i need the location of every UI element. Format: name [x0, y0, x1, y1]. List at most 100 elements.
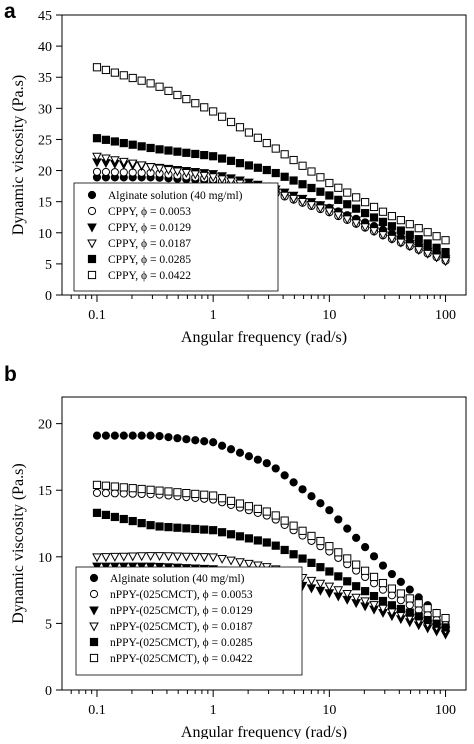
- data-point: [226, 556, 236, 566]
- data-point: [352, 582, 361, 591]
- data-point: [137, 484, 146, 494]
- data-point: [173, 488, 182, 497]
- data-point: [253, 455, 262, 464]
- data-point: [387, 584, 397, 593]
- x-tick-label: 100: [435, 703, 456, 718]
- data-point: [110, 168, 119, 177]
- data-point: [369, 213, 379, 222]
- data-point: [226, 117, 236, 127]
- series-5: [92, 134, 450, 257]
- data-point: [118, 552, 129, 562]
- data-point: [298, 161, 307, 170]
- y-tick-label: 0: [45, 684, 52, 699]
- data-point: [432, 243, 441, 252]
- y-tick-label: 15: [38, 196, 52, 211]
- data-point: [289, 176, 298, 185]
- data-point: [423, 228, 432, 237]
- series-4: [92, 152, 451, 267]
- data-point: [244, 502, 254, 511]
- data-point: [441, 247, 450, 257]
- data-point: [119, 71, 128, 80]
- data-point: [155, 145, 164, 154]
- data-point: [387, 569, 397, 579]
- data-point: [405, 600, 414, 610]
- data-point: [342, 589, 353, 599]
- data-point: [244, 161, 254, 170]
- data-point: [351, 593, 362, 603]
- data-point: [396, 577, 405, 586]
- data-point: [307, 531, 316, 541]
- data-point: [253, 536, 262, 545]
- data-point: [155, 486, 164, 495]
- data-point: [361, 587, 370, 596]
- data-point: [155, 522, 164, 531]
- data-point: [262, 459, 271, 468]
- data-point: [101, 431, 111, 440]
- data-point: [253, 561, 263, 571]
- data-point: [360, 223, 370, 233]
- data-point: [289, 478, 298, 487]
- data-point: [315, 204, 326, 214]
- data-point: [378, 217, 388, 226]
- data-point: [396, 596, 405, 605]
- data-point: [191, 99, 200, 108]
- y-tick-label: 30: [38, 102, 52, 117]
- data-point: [306, 584, 317, 594]
- data-point: [101, 135, 111, 144]
- data-point: [173, 523, 182, 532]
- data-point: [280, 471, 289, 480]
- data-point: [217, 554, 227, 564]
- legend-entry: nPPY-(025CMCT), ϕ = 0.0187: [110, 621, 253, 633]
- x-axis-label: Angular frequency (rad/s): [181, 724, 347, 739]
- data-point: [334, 183, 343, 192]
- data-point: [333, 586, 344, 596]
- data-point: [101, 488, 111, 498]
- data-point: [325, 506, 334, 515]
- data-point: [190, 170, 201, 180]
- data-point: [343, 188, 352, 197]
- data-point: [218, 494, 227, 503]
- data-point: [262, 507, 271, 516]
- data-point: [164, 433, 173, 442]
- data-point: [145, 552, 156, 562]
- data-point: [101, 167, 111, 177]
- data-point: [101, 553, 111, 563]
- data-point: [199, 553, 210, 563]
- data-point: [136, 161, 147, 171]
- legend-entry: Alginate solution (40 mg/ml): [108, 190, 243, 202]
- legend-entry: nPPY-(025CMCT), ϕ = 0.0422: [110, 653, 253, 665]
- y-tick-label: 35: [38, 71, 52, 86]
- data-point: [218, 112, 227, 121]
- data-point: [164, 523, 173, 532]
- data-point: [298, 526, 307, 535]
- data-point: [432, 232, 441, 241]
- data-point: [226, 156, 236, 165]
- data-point: [235, 558, 245, 568]
- legend-entry: Alginate solution (40 mg/ml): [110, 573, 245, 585]
- data-point: [387, 234, 397, 244]
- data-point: [208, 173, 219, 183]
- data-point: [145, 163, 156, 173]
- data-point: [217, 175, 227, 185]
- data-point: [101, 481, 111, 490]
- data-point: [164, 86, 173, 95]
- legend-entry: nPPY-(025CMCT), ϕ = 0.0053: [110, 589, 253, 601]
- data-point: [128, 140, 137, 149]
- data-point: [360, 597, 370, 607]
- data-point: [163, 166, 174, 176]
- legend-marker: [87, 239, 97, 249]
- data-point: [396, 226, 405, 235]
- data-point: [405, 608, 414, 617]
- data-point: [369, 572, 379, 582]
- panel-a: a 0 5 10 15 20 25 30 35 40 45 0.1 1 10 100 Angular freq…: [4, 0, 467, 346]
- plot-frame: [61, 396, 467, 691]
- legend-marker: [87, 190, 97, 200]
- data-point: [351, 219, 362, 229]
- data-point: [110, 431, 119, 440]
- data-point: [271, 541, 280, 550]
- x-tick-label: 1: [210, 308, 217, 323]
- y-tick-label: 10: [38, 551, 52, 566]
- data-point: [209, 491, 218, 500]
- data-point: [361, 543, 370, 552]
- data-point: [200, 103, 209, 112]
